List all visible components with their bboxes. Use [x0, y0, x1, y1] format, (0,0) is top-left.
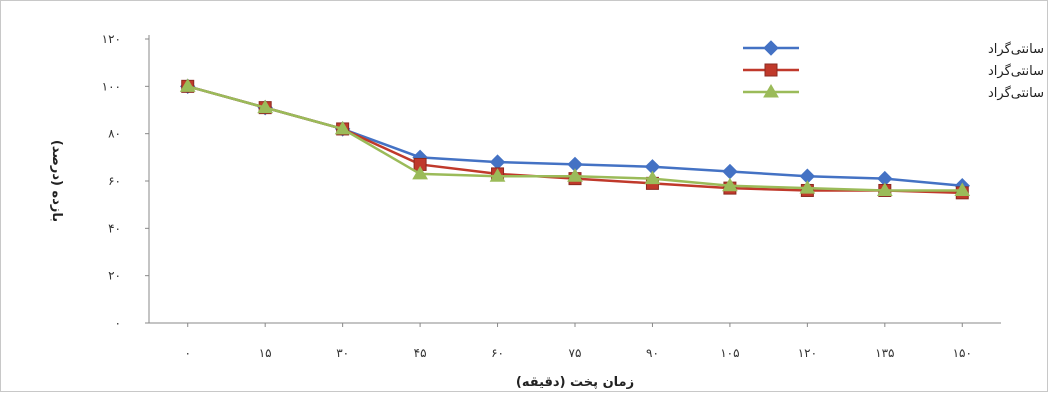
y-tick-label: ۲۰ [108, 269, 121, 283]
series-3-point [257, 99, 274, 114]
x-tick-label: ۱۰۵ [720, 346, 739, 360]
series-3-point [334, 120, 351, 135]
x-tick-label: ۱۵ [259, 346, 272, 360]
series-3-point [567, 168, 583, 182]
series-3-point [412, 165, 428, 180]
series-3-point [799, 180, 816, 194]
legend-marker-2 [764, 63, 778, 77]
y-tick-label: ۰ [115, 316, 121, 330]
series-3-point [722, 177, 738, 192]
legend-marker-1 [763, 40, 779, 56]
y-tick-label: ۶۰ [108, 174, 121, 188]
series-3-point [489, 168, 506, 182]
y-tick-label: ۴۰ [108, 221, 121, 235]
series-3-point [876, 182, 893, 196]
legend-marker-3 [763, 84, 779, 98]
x-tick-label: ۱۲۰ [798, 346, 817, 360]
x-tick-label: ۹۰ [646, 346, 659, 360]
y-axis-title: بازده (درصد) [49, 140, 64, 222]
x-tick-label: ۳۰ [336, 346, 349, 360]
legend-label-3: ۱۷۵ درجه سانتی‌گراد [988, 85, 1048, 101]
x-tick-label: ۴۵ [414, 346, 427, 360]
x-tick-label: ۷۵ [569, 346, 582, 360]
y-tick-label: ۱۲۰ [102, 32, 121, 46]
x-tick-label: ۰ [185, 346, 191, 360]
y-tick-label: ۸۰ [108, 127, 121, 141]
series-1-point [489, 154, 506, 170]
x-axis-title: زمان پخت (دقیقه) [516, 375, 634, 390]
y-tick-label: ۱۰۰ [102, 79, 121, 93]
x-tick-label: ۱۳۵ [875, 346, 894, 360]
series-3-point [179, 78, 196, 92]
series-1-point [722, 163, 738, 180]
legend-label-2: ۱۶۵ درجه سانتی‌گراد [988, 63, 1048, 79]
series-3-point [644, 170, 661, 185]
x-tick-label: ۶۰ [491, 346, 504, 360]
x-tick-label: ۱۵۰ [953, 346, 972, 360]
legend-label-1: ۱۴۵ درجه سانتی‌گراد [988, 41, 1048, 57]
series-3-point [954, 182, 971, 196]
